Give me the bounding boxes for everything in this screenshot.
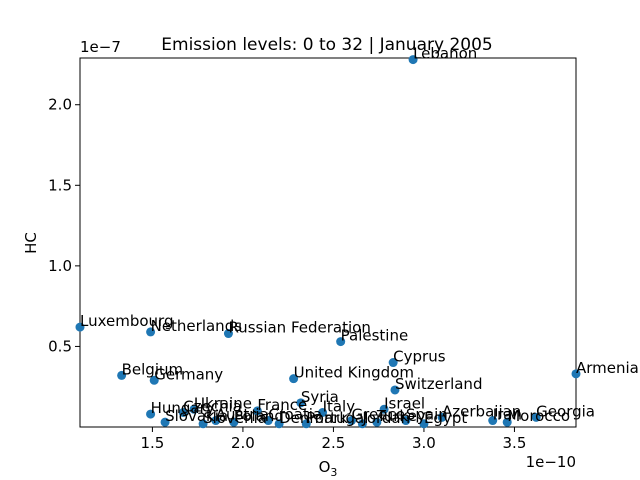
data-point [189,404,199,414]
data-point-label: Ukraine [194,394,252,412]
data-point [419,419,429,429]
data-point [211,416,221,426]
data-point-label: Czechia [183,397,242,415]
data-point-label: Lebanon [413,45,477,63]
data-point-label: Switzerland [395,375,483,393]
data-point-label: United Kingdom [294,364,414,382]
x-axis-label-subscript: 3 [330,466,337,479]
data-point-label: Cyprus [393,348,446,366]
data-point [146,409,156,419]
data-point-label: Israel [384,394,425,412]
data-points [75,55,581,429]
data-point-label: Palestine [341,327,409,345]
data-point-label: Spain [406,406,448,424]
data-point-label: Slovakia [165,407,228,425]
data-point [372,417,382,427]
data-point [160,417,170,427]
data-point [336,337,346,347]
x-multiplier-label: 1e−10 [526,453,576,471]
y-axis-label: HC [22,232,40,254]
x-axis-label: O3 [319,458,338,479]
data-point [229,417,239,427]
x-tick-label: 2.0 [231,434,255,452]
data-point-label: France [257,396,307,414]
data-point [401,416,411,426]
x-tick-label: 3.5 [503,434,527,452]
y-axis-ticks: 0.5 1.0 1.5 2.0 [48,96,80,355]
data-point [531,412,541,422]
data-point-label: Germany [154,365,223,383]
data-point [252,406,262,416]
data-point-label: Denmark [279,409,348,427]
data-point [408,55,418,65]
data-point-label: Poland [234,407,284,425]
data-point-label: Morocco [507,407,570,425]
x-axis-label-main: O [319,458,331,476]
data-point [347,416,357,426]
data-point [223,329,233,339]
data-point [263,416,273,426]
x-axis-ticks: 1.5 2.0 2.5 3.0 3.5 [140,427,526,452]
data-point [274,419,284,429]
data-point [149,375,159,385]
data-point-label: Austria [216,406,269,424]
data-point-label: Belgium [122,360,184,378]
y-tick-label: 1.5 [48,176,72,194]
data-point-label: Azerbaijan [442,402,521,420]
y-tick-label: 0.5 [48,337,72,355]
data-point-label: Jordan [361,409,410,427]
x-tick-label: 3.0 [412,434,436,452]
data-point-label: Luxembourg [80,312,174,330]
data-point-label: Hungary [151,399,215,417]
data-point-label: Slovenia [203,409,267,427]
data-point [289,374,299,384]
chart-title: Emission levels: 0 to 32 | January 2005 [161,35,492,55]
data-point [178,407,188,417]
data-point-label: Iran [493,406,522,424]
data-point [146,327,156,337]
data-point-label: Armenia [576,359,639,377]
data-point [117,370,127,380]
data-point [379,404,389,414]
data-point [488,416,498,426]
data-point [318,407,328,417]
data-point [502,417,512,427]
data-point [296,398,306,408]
data-point-label: Portugal [306,409,368,427]
y-multiplier: 1e−7 [80,38,121,56]
data-point-label: Greece [352,406,405,424]
data-point-label: Italy [323,397,356,415]
x-tick-label: 2.5 [322,434,346,452]
x-multiplier: 1e−10 [526,453,576,471]
data-point-label: Russian Federation [228,319,370,337]
data-point-label: Egypt [424,409,467,427]
data-point-label: Georgia [536,402,595,420]
data-point-label: Syria [301,388,339,406]
data-point-label: Turkey [376,407,426,425]
data-point [571,369,581,379]
data-point [75,322,85,332]
data-point [390,385,400,395]
data-point-label: Croatia [268,406,322,424]
data-point [437,412,447,422]
y-tick-label: 1.0 [48,257,72,275]
data-point [388,358,398,368]
data-point [301,419,311,429]
y-tick-label: 2.0 [48,96,72,114]
x-tick-label: 1.5 [140,434,164,452]
y-multiplier-label: 1e−7 [80,38,121,56]
plot-area [79,57,577,428]
data-point [198,419,208,429]
data-point [357,419,367,429]
data-point-label: Netherlands [151,317,243,335]
